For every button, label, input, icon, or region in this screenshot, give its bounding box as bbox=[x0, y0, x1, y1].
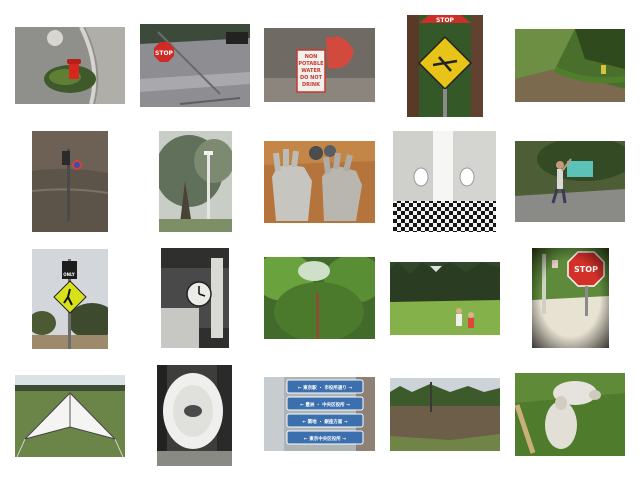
person-throwing-photo[interactable] bbox=[515, 141, 625, 222]
only-sign-text: ONLY bbox=[63, 272, 75, 277]
sign-line-4: DO NOT bbox=[300, 75, 323, 81]
direction-sign-3: ← 築地 ・ 銀座方面 → bbox=[302, 418, 348, 425]
sign-line-1: NON bbox=[305, 54, 318, 60]
japanese-direction-signs-photo[interactable]: ← 東京駅 ・ 市役所通り → ← 豊洲 ・ 中央区役所 → ← 築地 ・ 銀座… bbox=[264, 377, 375, 451]
sign-line-3: WATER bbox=[301, 68, 321, 74]
non-potable-sign-photo[interactable]: NON POTABLE WATER DO NOT DRINK bbox=[264, 28, 375, 102]
grassy-hill-photo[interactable] bbox=[515, 29, 625, 102]
bare-tree-lamp-photo[interactable] bbox=[159, 131, 232, 232]
warning-sign-photo[interactable]: STOP bbox=[407, 15, 483, 117]
stop-sign-text: STOP bbox=[436, 17, 455, 24]
direction-sign-4: ← 東京中央区役所 → bbox=[304, 435, 346, 442]
restroom-photo[interactable] bbox=[393, 131, 496, 232]
stop-sign-street-photo[interactable]: STOP bbox=[140, 24, 250, 107]
work-gloves-photo[interactable] bbox=[264, 141, 375, 223]
flooded-signal-photo[interactable] bbox=[32, 131, 108, 232]
stop-sign-vignette-photo[interactable]: STOP bbox=[532, 248, 609, 348]
delta-kite-photo[interactable] bbox=[15, 375, 125, 457]
hydrant-planter-photo[interactable] bbox=[15, 27, 125, 104]
flooded-lake-photo[interactable] bbox=[390, 378, 500, 451]
green-trees-photo[interactable] bbox=[264, 257, 375, 339]
kite-flying-park-photo[interactable] bbox=[390, 262, 500, 335]
direction-sign-1: ← 東京駅 ・ 市役所通り → bbox=[298, 384, 353, 391]
direction-sign-2: ← 豊洲 ・ 中央区役所 → bbox=[300, 401, 350, 408]
white-rolled-object-photo[interactable] bbox=[157, 365, 232, 466]
sign-line-5: DRINK bbox=[302, 82, 321, 88]
stop-sign-text: STOP bbox=[155, 50, 174, 57]
sign-line-2: POTABLE bbox=[298, 61, 324, 67]
wall-clock-photo[interactable] bbox=[161, 248, 229, 348]
sheep-on-grass-photo[interactable] bbox=[515, 373, 625, 456]
pedestrian-sign-photo[interactable]: ONLY bbox=[32, 249, 108, 349]
